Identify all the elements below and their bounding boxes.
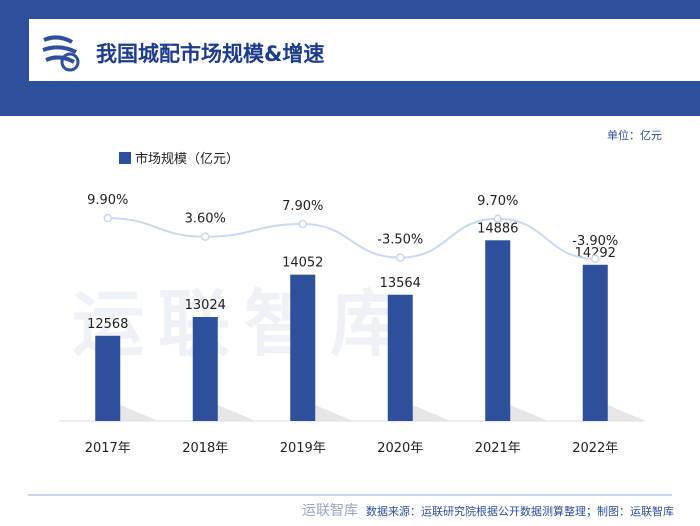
bar: [387, 294, 413, 421]
bar: [95, 335, 121, 421]
bar: [485, 240, 511, 421]
footer-logo-text: 运联智库: [302, 503, 358, 519]
growth-rate-point: [591, 254, 600, 264]
growth-rate-point: [201, 232, 210, 241]
watermark-text: 运联智库: [72, 282, 417, 366]
bar: [290, 274, 316, 421]
bar-value-label: 14292: [575, 246, 616, 261]
x-tick-label: 2017年: [85, 441, 131, 456]
bar: [192, 317, 218, 421]
bar: [582, 264, 608, 421]
x-tick-label: 2021年: [475, 441, 521, 456]
growth-rate-label: -3.50%: [377, 233, 423, 248]
footer-source: 数据来源：运联研究院根据公开数据测算整理；制图：运联智库: [366, 505, 674, 518]
growth-rate-point: [493, 214, 502, 224]
bar-value-label: 14052: [282, 256, 323, 271]
x-tick-label: 2022年: [572, 441, 618, 456]
legend-swatch: [119, 151, 131, 164]
header-accent-bar: [19, 19, 29, 81]
bar-value-label: 14886: [477, 221, 518, 236]
bar-value-label: 13024: [185, 298, 226, 313]
growth-rate-label: 7.90%: [282, 199, 323, 214]
page-title: 我国城配市场规模&增速: [96, 42, 325, 66]
growth-rate-label: -3.90%: [572, 234, 618, 249]
growth-rate-point: [396, 253, 405, 262]
bar-value-label: 13564: [380, 276, 421, 291]
footer-divider: [28, 494, 672, 496]
chart-legend: 市场规模（亿元）: [119, 148, 239, 167]
header-title-panel: [19, 19, 700, 81]
growth-rate-label: 3.60%: [185, 212, 226, 227]
legend-label: 市场规模（亿元）: [135, 152, 240, 167]
growth-rate-point: [103, 213, 112, 223]
unit-label: 单位：亿元: [607, 129, 662, 142]
x-tick-label: 2019年: [280, 441, 326, 456]
brand-logo-icon: [42, 35, 80, 72]
x-tick-label: 2018年: [182, 441, 228, 456]
growth-rate-point: [298, 219, 307, 229]
x-tick-label: 2020年: [377, 441, 423, 456]
bar-value-label: 12568: [87, 317, 128, 332]
growth-rate-label: 9.70%: [477, 194, 518, 209]
growth-rate-line: [107, 217, 596, 260]
growth-rate-label: 9.90%: [87, 193, 128, 208]
